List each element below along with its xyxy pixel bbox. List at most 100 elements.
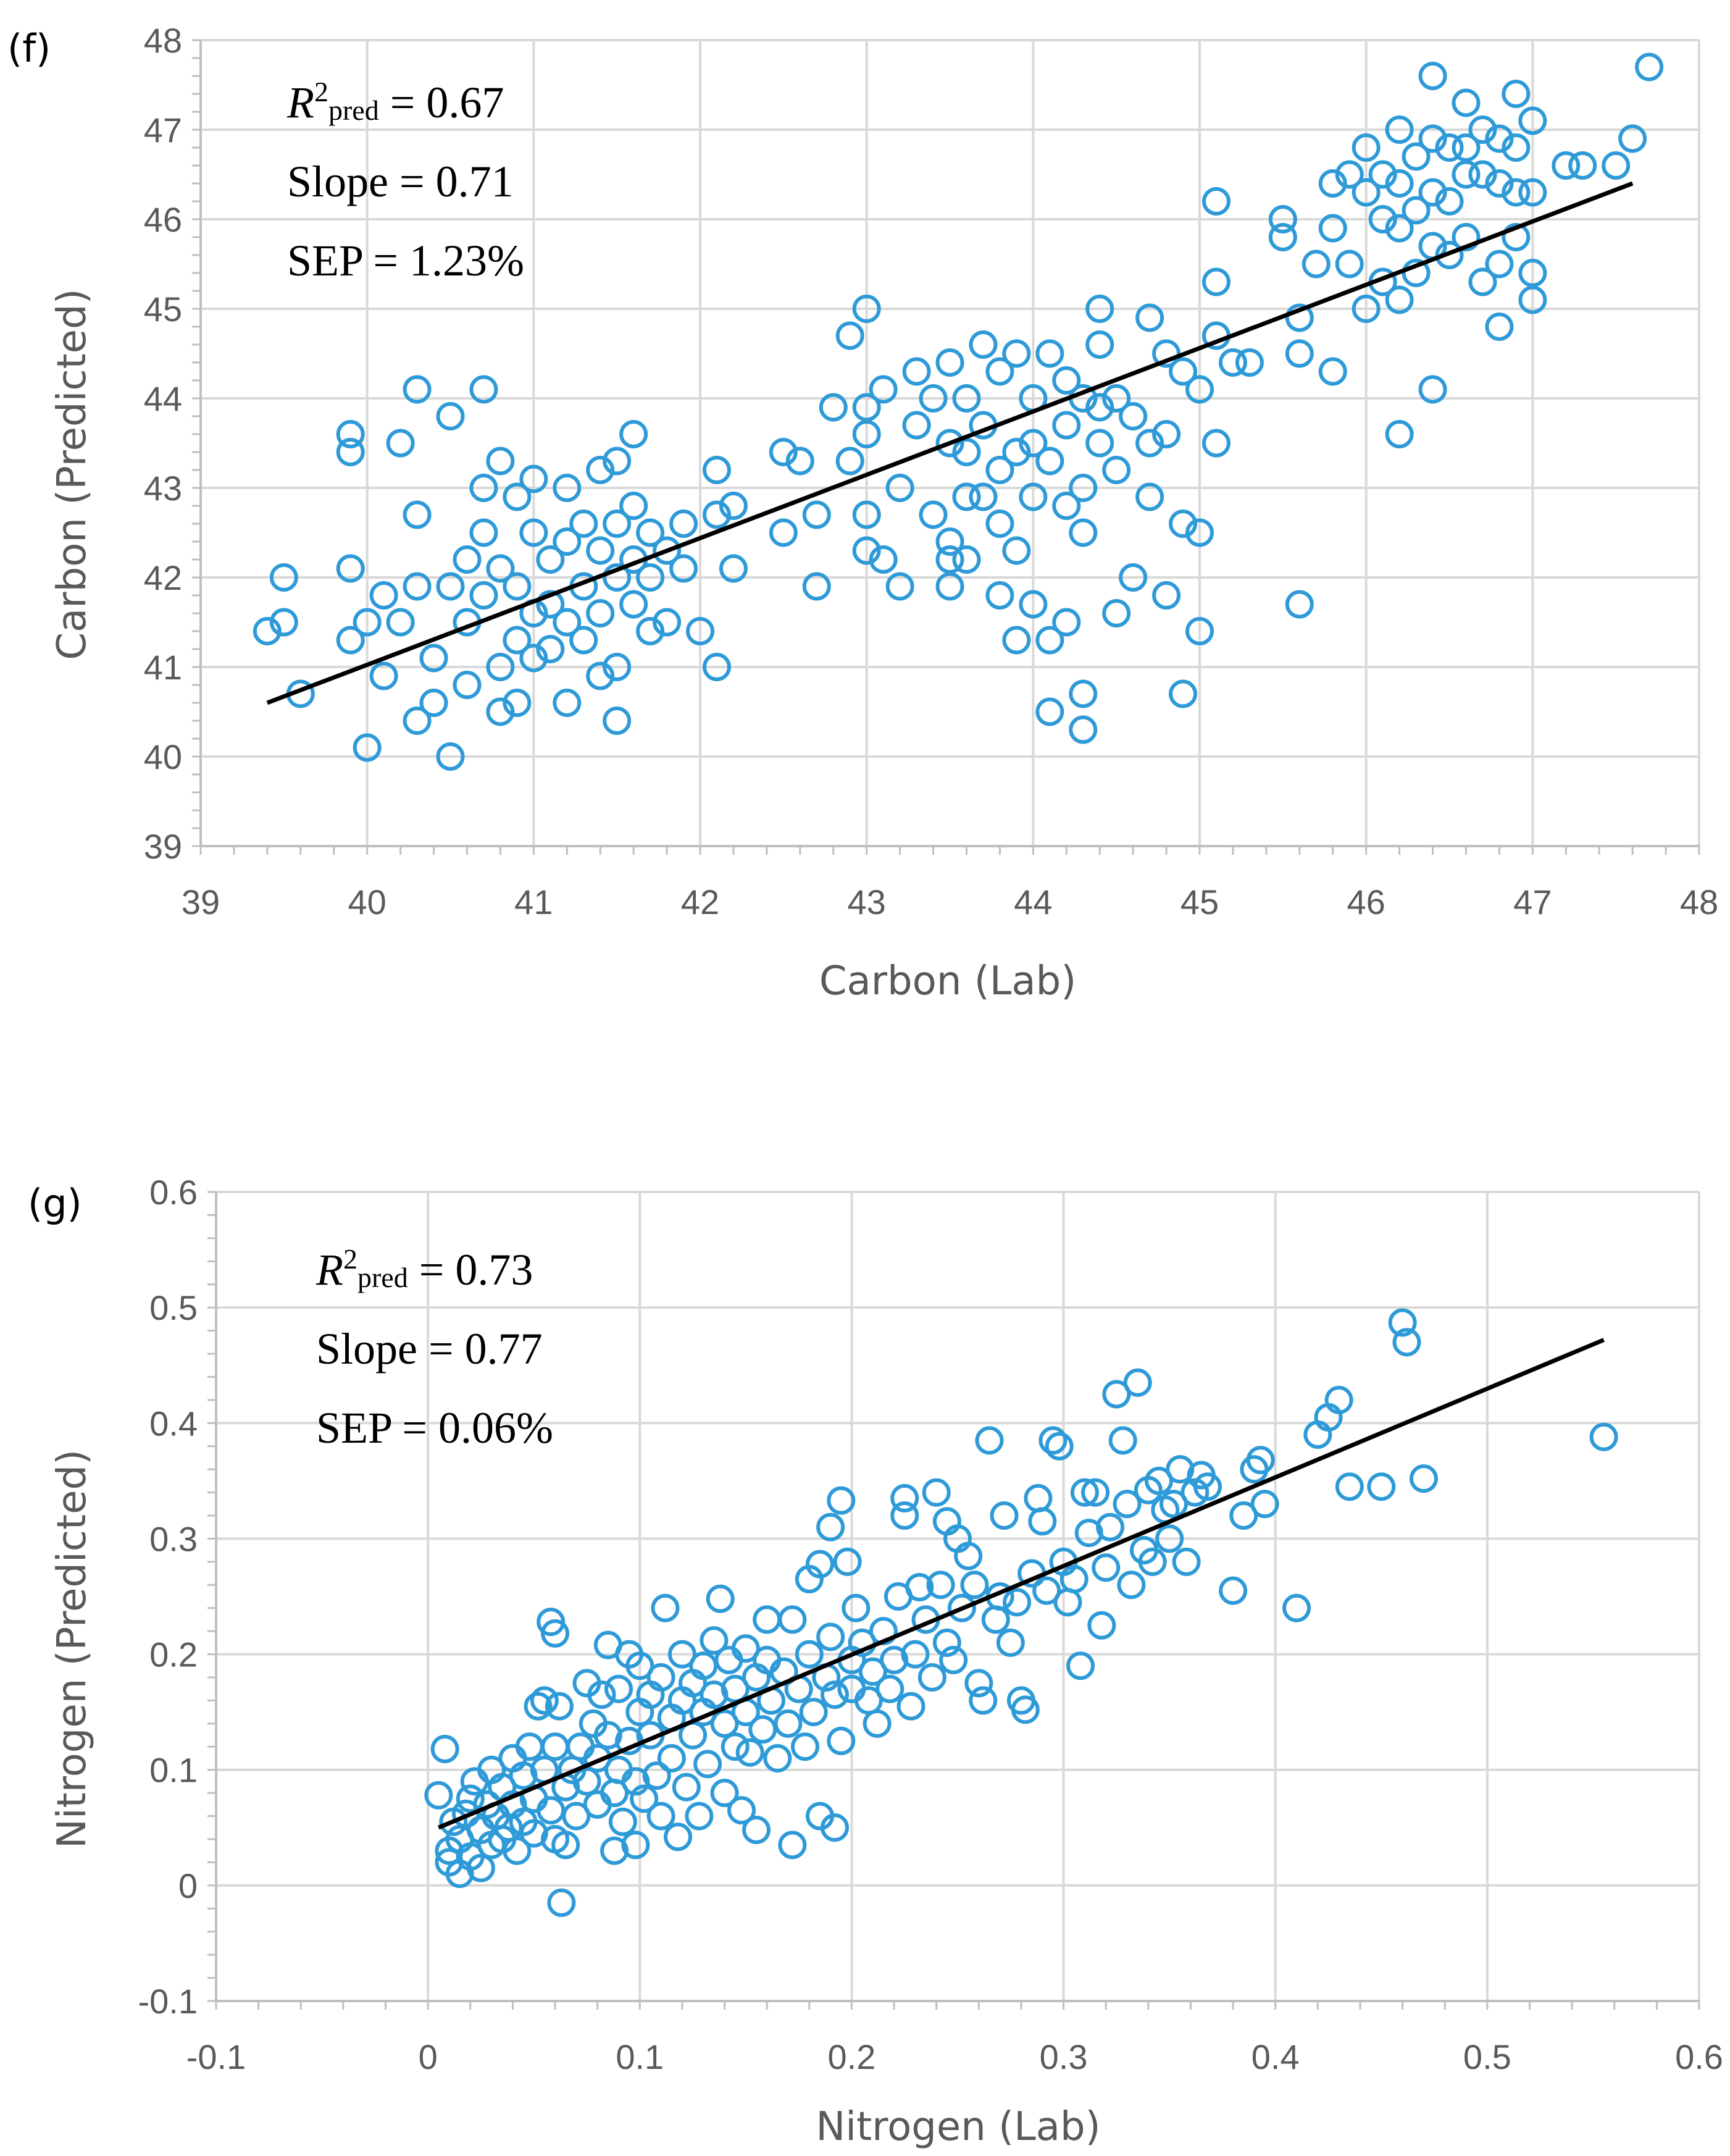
data-point [664,1823,693,1852]
data-point [748,1715,777,1744]
data-point [1085,295,1114,323]
data-point [917,1663,946,1692]
data-point [1635,52,1664,82]
data-point [1019,590,1048,619]
data-point [524,1692,553,1721]
data-point [1435,241,1464,269]
data-point [820,1680,849,1709]
data-point [1052,492,1081,520]
data-point [469,474,498,502]
data-point [1518,285,1547,314]
data-point [1418,375,1447,404]
data-point [885,572,914,601]
data-point [1452,133,1481,162]
data-point [269,608,298,637]
data-point [1335,250,1364,279]
data-point [553,608,582,637]
data-point [714,1645,743,1674]
data-point [852,500,881,529]
data-point [1235,348,1264,377]
data-point [551,1831,580,1860]
data-point [1113,1490,1142,1519]
y-tick-label: 39 [144,827,182,866]
data-point [436,742,465,771]
data-point [1367,1472,1396,1501]
data-point [1352,295,1381,323]
data-point [469,518,498,547]
data-point [778,1605,807,1634]
data-point [1435,187,1464,216]
data-point [885,474,914,502]
data-point [932,1628,961,1657]
data-point [799,1698,828,1727]
data-point [587,1680,616,1709]
x-axis-label-carbon: Carbon (Lab) [819,958,1076,1004]
data-point [721,1732,750,1761]
data-point [1035,626,1064,655]
data-point [816,1512,845,1541]
y-tick-label: 0.3 [149,1519,198,1558]
data-point [1011,1695,1040,1724]
data-point [541,1732,570,1761]
data-point [646,1802,675,1831]
data-point [778,1831,807,1860]
data-point [1185,518,1214,547]
data-point [566,1732,595,1761]
data-point [685,1802,714,1831]
data-point [990,1501,1019,1530]
data-point [1135,429,1164,458]
y-tick-label: 48 [144,21,182,60]
data-point [672,1772,701,1802]
data-point [1385,115,1414,144]
data-point [1589,1422,1618,1451]
data-point [1003,1588,1032,1617]
data-point [653,536,682,565]
data-point [625,1651,654,1680]
data-point [1053,1588,1082,1617]
data-point [353,733,382,762]
data-point [1019,482,1048,511]
data-point [1119,402,1148,430]
data-point [1035,697,1064,726]
data-point [869,375,898,404]
data-point [636,563,665,592]
data-point [1268,205,1297,233]
data-point [608,1807,637,1836]
data-point [1035,447,1064,476]
data-point [795,1640,824,1669]
data-point [1502,80,1531,108]
data-point [336,438,365,466]
r2-symbol: R [286,78,314,127]
data-point [926,1571,955,1600]
trend-line [437,1338,1605,1830]
data-point [1409,1464,1438,1493]
data-point [805,1550,834,1579]
data-point [669,554,698,583]
data-point [852,295,881,323]
data-point [833,1547,862,1576]
r2-value: = 0.67 [379,78,504,127]
data-point [486,653,515,681]
data-point [952,545,981,574]
x-tick-label: 48 [1680,883,1718,921]
data-point [486,554,515,583]
data-point [469,375,498,404]
y-axis-label-nitrogen: Nitrogen (Predicted) [49,1449,95,1848]
data-point [1282,1593,1311,1622]
data-point [742,1816,771,1845]
data-point [1193,1472,1222,1501]
slope-annotation: Slope = 0.77 [316,1324,543,1374]
data-point [541,1619,570,1648]
data-point [1069,679,1098,708]
data-point [1066,1651,1095,1680]
data-point [586,599,615,627]
data-point [657,1744,686,1772]
svg-text:R2pred = 0.67: R2pred = 0.67 [286,76,504,127]
data-point [1144,1466,1173,1495]
data-point [1402,142,1431,171]
y-tick-label: 40 [144,737,182,776]
data-point [603,510,632,538]
data-point [466,1853,495,1882]
y-tick-label: 42 [144,558,182,597]
data-point [1335,160,1364,189]
